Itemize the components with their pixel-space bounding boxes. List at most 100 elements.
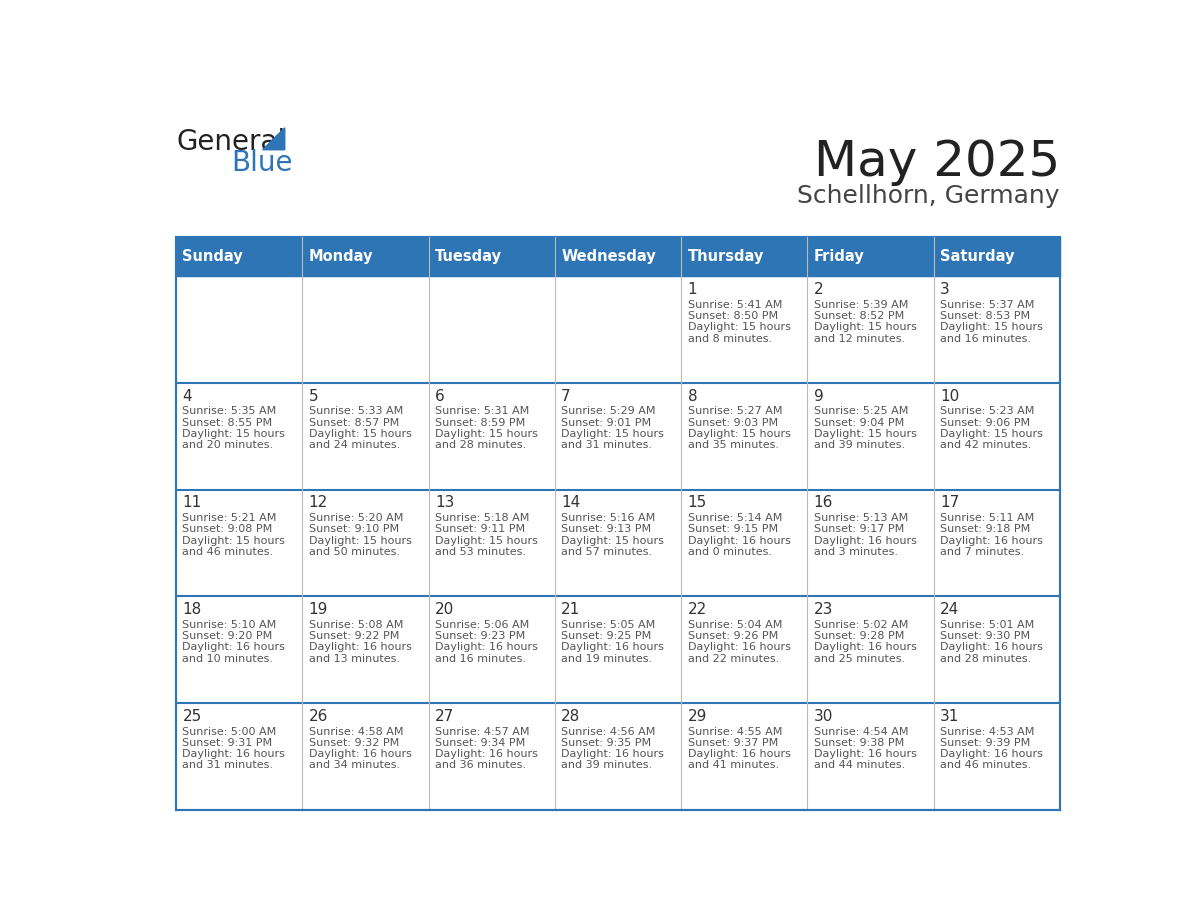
Text: 18: 18: [183, 602, 202, 617]
Text: 9: 9: [814, 388, 823, 404]
Text: Monday: Monday: [309, 250, 373, 264]
FancyBboxPatch shape: [934, 383, 1060, 489]
FancyBboxPatch shape: [176, 597, 303, 703]
Text: Sunset: 9:01 PM: Sunset: 9:01 PM: [561, 418, 651, 428]
Text: 15: 15: [688, 496, 707, 510]
Text: and 28 minutes.: and 28 minutes.: [435, 441, 526, 450]
Text: Saturday: Saturday: [940, 250, 1015, 264]
Text: 12: 12: [309, 496, 328, 510]
Text: Sunrise: 5:06 AM: Sunrise: 5:06 AM: [435, 620, 529, 630]
FancyBboxPatch shape: [934, 489, 1060, 597]
FancyBboxPatch shape: [808, 276, 934, 383]
Text: 23: 23: [814, 602, 833, 617]
FancyBboxPatch shape: [555, 276, 681, 383]
FancyBboxPatch shape: [176, 276, 303, 383]
Text: Sunrise: 5:35 AM: Sunrise: 5:35 AM: [183, 407, 277, 417]
FancyBboxPatch shape: [303, 597, 429, 703]
Text: Daylight: 16 hours: Daylight: 16 hours: [183, 643, 285, 653]
FancyBboxPatch shape: [303, 489, 429, 597]
Text: Sunrise: 5:13 AM: Sunrise: 5:13 AM: [814, 513, 908, 523]
Text: 4: 4: [183, 388, 192, 404]
Text: and 12 minutes.: and 12 minutes.: [814, 333, 905, 343]
Text: Sunrise: 5:25 AM: Sunrise: 5:25 AM: [814, 407, 908, 417]
Text: 16: 16: [814, 496, 833, 510]
Text: Daylight: 16 hours: Daylight: 16 hours: [814, 749, 917, 759]
Text: Sunrise: 5:31 AM: Sunrise: 5:31 AM: [435, 407, 529, 417]
Text: Sunrise: 5:05 AM: Sunrise: 5:05 AM: [561, 620, 656, 630]
FancyBboxPatch shape: [808, 383, 934, 489]
Text: Daylight: 15 hours: Daylight: 15 hours: [561, 536, 664, 545]
FancyBboxPatch shape: [303, 276, 429, 383]
FancyBboxPatch shape: [681, 238, 808, 276]
Text: Sunset: 9:11 PM: Sunset: 9:11 PM: [435, 524, 525, 534]
Text: Sunrise: 5:29 AM: Sunrise: 5:29 AM: [561, 407, 656, 417]
Text: Wednesday: Wednesday: [561, 250, 656, 264]
Text: Sunrise: 5:04 AM: Sunrise: 5:04 AM: [688, 620, 782, 630]
Text: Sunset: 9:15 PM: Sunset: 9:15 PM: [688, 524, 778, 534]
Text: and 16 minutes.: and 16 minutes.: [940, 333, 1031, 343]
FancyBboxPatch shape: [429, 383, 555, 489]
Text: Daylight: 15 hours: Daylight: 15 hours: [688, 429, 790, 439]
Text: Sunset: 9:38 PM: Sunset: 9:38 PM: [814, 738, 904, 748]
Text: 8: 8: [688, 388, 697, 404]
Text: and 39 minutes.: and 39 minutes.: [561, 760, 652, 770]
Text: Sunset: 9:32 PM: Sunset: 9:32 PM: [309, 738, 399, 748]
Text: Daylight: 16 hours: Daylight: 16 hours: [814, 643, 917, 653]
Text: and 53 minutes.: and 53 minutes.: [435, 547, 526, 557]
FancyBboxPatch shape: [303, 383, 429, 489]
Text: 28: 28: [561, 709, 581, 724]
Text: 2: 2: [814, 282, 823, 297]
Text: 24: 24: [940, 602, 959, 617]
Text: Sunset: 9:20 PM: Sunset: 9:20 PM: [183, 631, 273, 641]
Text: Daylight: 15 hours: Daylight: 15 hours: [435, 536, 538, 545]
Text: Daylight: 15 hours: Daylight: 15 hours: [183, 536, 285, 545]
Polygon shape: [263, 128, 285, 150]
FancyBboxPatch shape: [934, 276, 1060, 383]
FancyBboxPatch shape: [808, 238, 934, 276]
Text: Daylight: 16 hours: Daylight: 16 hours: [561, 749, 664, 759]
FancyBboxPatch shape: [429, 703, 555, 810]
Text: 7: 7: [561, 388, 571, 404]
Text: 10: 10: [940, 388, 959, 404]
Text: Sunrise: 5:20 AM: Sunrise: 5:20 AM: [309, 513, 403, 523]
Text: Sunset: 8:55 PM: Sunset: 8:55 PM: [183, 418, 272, 428]
Text: Sunrise: 5:39 AM: Sunrise: 5:39 AM: [814, 299, 908, 309]
FancyBboxPatch shape: [555, 597, 681, 703]
FancyBboxPatch shape: [934, 597, 1060, 703]
Text: Sunset: 8:53 PM: Sunset: 8:53 PM: [940, 311, 1030, 321]
FancyBboxPatch shape: [429, 489, 555, 597]
FancyBboxPatch shape: [429, 597, 555, 703]
Text: 3: 3: [940, 282, 949, 297]
Text: Sunset: 9:06 PM: Sunset: 9:06 PM: [940, 418, 1030, 428]
Text: Daylight: 16 hours: Daylight: 16 hours: [183, 749, 285, 759]
Text: and 57 minutes.: and 57 minutes.: [561, 547, 652, 557]
Text: Sunrise: 5:08 AM: Sunrise: 5:08 AM: [309, 620, 403, 630]
Text: and 7 minutes.: and 7 minutes.: [940, 547, 1024, 557]
Text: Sunset: 9:26 PM: Sunset: 9:26 PM: [688, 631, 778, 641]
Text: and 22 minutes.: and 22 minutes.: [688, 654, 779, 664]
Text: Sunrise: 5:02 AM: Sunrise: 5:02 AM: [814, 620, 908, 630]
Text: Sunrise: 5:33 AM: Sunrise: 5:33 AM: [309, 407, 403, 417]
Text: Sunrise: 5:10 AM: Sunrise: 5:10 AM: [183, 620, 277, 630]
Text: and 41 minutes.: and 41 minutes.: [688, 760, 778, 770]
FancyBboxPatch shape: [934, 703, 1060, 810]
Text: Daylight: 15 hours: Daylight: 15 hours: [940, 429, 1043, 439]
Text: Sunset: 9:08 PM: Sunset: 9:08 PM: [183, 524, 273, 534]
Text: and 36 minutes.: and 36 minutes.: [435, 760, 526, 770]
FancyBboxPatch shape: [808, 489, 934, 597]
Text: Sunset: 9:10 PM: Sunset: 9:10 PM: [309, 524, 399, 534]
Text: and 20 minutes.: and 20 minutes.: [183, 441, 273, 450]
FancyBboxPatch shape: [176, 238, 303, 276]
Text: Daylight: 15 hours: Daylight: 15 hours: [688, 322, 790, 332]
Text: Schellhorn, Germany: Schellhorn, Germany: [797, 185, 1060, 208]
Text: Sunset: 8:50 PM: Sunset: 8:50 PM: [688, 311, 778, 321]
Text: and 42 minutes.: and 42 minutes.: [940, 441, 1031, 450]
Text: Sunset: 9:37 PM: Sunset: 9:37 PM: [688, 738, 778, 748]
FancyBboxPatch shape: [555, 703, 681, 810]
Text: 27: 27: [435, 709, 454, 724]
Text: Daylight: 16 hours: Daylight: 16 hours: [435, 643, 538, 653]
Text: Sunrise: 4:56 AM: Sunrise: 4:56 AM: [561, 726, 656, 736]
Text: Sunrise: 5:23 AM: Sunrise: 5:23 AM: [940, 407, 1035, 417]
Text: 17: 17: [940, 496, 959, 510]
Text: Sunrise: 5:14 AM: Sunrise: 5:14 AM: [688, 513, 782, 523]
